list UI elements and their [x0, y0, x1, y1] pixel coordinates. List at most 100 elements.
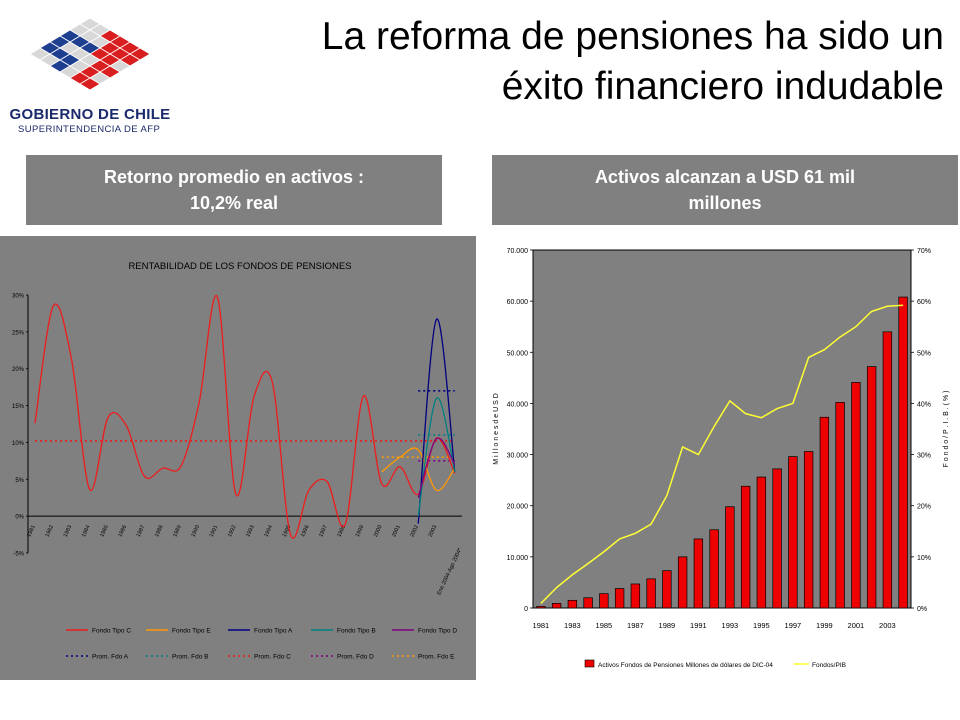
logo-cube — [79, 77, 101, 91]
x-tick-label: 1987 — [627, 621, 644, 630]
y2-tick-label: 40% — [917, 401, 931, 408]
x-tick-label: 1995 — [282, 524, 293, 538]
x-tick-label: 1982 — [44, 524, 55, 538]
assets-summary-line-2: millones — [688, 193, 762, 213]
y-tick-label: 0 — [524, 606, 528, 613]
assets-chart: 0 10.000 20.000 30.000 40.000 50.000 60.000 70.… — [482, 236, 958, 680]
x-tick-label: 1994 — [263, 524, 274, 538]
chart-background — [0, 236, 476, 680]
legend-label: Prom. Fdo B — [172, 654, 208, 661]
return-summary-line-1: Retorno promedio en activos : — [103, 167, 365, 187]
y-tick-label: 25% — [12, 330, 25, 336]
legend-label: Fondo Tipo C — [92, 628, 131, 635]
return-summary-box: Retorno promedio en activos : 10,2% real — [26, 155, 442, 225]
x-tick-label: 2003 — [879, 621, 896, 630]
asset-bar — [803, 451, 814, 609]
asset-bar — [725, 506, 735, 609]
y-tick-label: 70.000 — [507, 248, 529, 255]
title-line-1: La reforma de pensiones ha sido un — [321, 15, 944, 58]
legend-label: Fondo Tipo D — [418, 628, 457, 635]
x-tick-label: 1993 — [722, 621, 739, 630]
asset-bar — [693, 538, 704, 609]
logo-subtitle: SUPERINTENDENCIA DE AFP — [18, 124, 161, 135]
x-tick-label: 1999 — [355, 524, 366, 538]
asset-bar — [630, 583, 641, 609]
asset-bar — [551, 603, 562, 609]
assets-summary-box: Activos alcanzan a USD 61 mil millones — [492, 155, 958, 225]
y2-tick-label: 50% — [917, 350, 931, 357]
asset-bar — [536, 606, 546, 609]
x-tick-label: 2001 — [391, 524, 402, 538]
x-tick-label: 1997 — [785, 621, 802, 630]
x-tick-label: 1991 — [690, 621, 707, 630]
page-title: La reforma de pensiones ha sido un éxito… — [184, 12, 944, 112]
x-tick-label: 1983 — [564, 621, 581, 630]
x-tick-label: 2001 — [848, 621, 865, 630]
asset-bar — [819, 416, 830, 609]
legend-label: Fondo Tipo E — [172, 628, 211, 635]
y2-tick-label: 10% — [917, 555, 931, 562]
x-tick-label: 2002 — [409, 524, 420, 538]
asset-bar — [756, 476, 767, 609]
y-tick-label: 30% — [12, 294, 25, 300]
series-line — [381, 447, 456, 492]
asset-bar — [835, 402, 845, 609]
assets-summary-line-1: Activos alcanzan a USD 61 mil — [594, 167, 856, 187]
y2-tick-label: 20% — [917, 504, 931, 511]
asset-bar — [567, 599, 578, 609]
x-tick-label: 1985 — [99, 524, 110, 538]
legend-label: Prom. Fdo C — [254, 654, 291, 661]
legend-label: Prom. Fdo A — [92, 654, 129, 661]
y-tick-label: 50.000 — [507, 350, 529, 357]
y-tick-label: 20.000 — [507, 504, 529, 511]
x-tick-label: 1984 — [81, 524, 92, 538]
x-tick-label: 1986 — [117, 524, 128, 538]
legend-label-pib: Fondos/PIB — [812, 662, 846, 669]
x-tick-label: 1997 — [318, 524, 329, 538]
asset-bar — [740, 485, 751, 609]
series-line — [417, 437, 456, 498]
y-tick-label: -5% — [13, 552, 24, 558]
asset-bar — [677, 556, 688, 609]
y-axis-label: M i l l o n e s d e U S D — [493, 393, 500, 465]
legend-label-bars: Activos Fondos de Pensiones Millones de … — [598, 662, 773, 669]
x-tick-label: 1998 — [336, 524, 347, 538]
asset-bar — [788, 456, 798, 609]
x-tick-label: 1999 — [816, 621, 833, 630]
x-tick-label: 1987 — [136, 524, 147, 538]
y-tick-label: 0% — [15, 515, 24, 521]
x-tick-label: 1983 — [63, 524, 74, 538]
y2-axis-label: F o n d o / P . I . B . ( % ) — [943, 391, 950, 468]
asset-bar — [614, 588, 625, 609]
pib-line — [540, 304, 904, 604]
y-tick-label: 10.000 — [507, 555, 529, 562]
y-tick-label: 5% — [15, 478, 24, 484]
logo-cubes-icon — [29, 17, 151, 91]
x-tick-label: 1988 — [154, 524, 165, 538]
asset-bar — [851, 382, 861, 609]
asset-bar — [709, 529, 719, 609]
asset-bar — [646, 578, 656, 609]
series-line — [417, 318, 456, 524]
x-tick-label: 1985 — [596, 621, 613, 630]
returns-chart-panel: RENTABILIDAD DE LOS FONDOS DE PENSIONES -… — [0, 236, 476, 680]
y-tick-label: 40.000 — [507, 401, 529, 408]
title-line-2: éxito financiero indudable — [501, 65, 944, 108]
assets-chart-panel: 0 10.000 20.000 30.000 40.000 50.000 60.000 70.… — [482, 236, 958, 680]
x-tick-label: 1981 — [26, 524, 37, 538]
asset-bar — [772, 468, 782, 609]
asset-bar — [898, 296, 908, 609]
legend-swatch-bars — [584, 659, 595, 668]
y2-tick-label: 30% — [917, 453, 931, 460]
x-tick-label: 1995 — [753, 621, 770, 630]
y-tick-label: 30.000 — [507, 453, 529, 460]
x-tick-label: 1989 — [172, 524, 183, 538]
y-tick-label: 15% — [12, 404, 25, 410]
return-summary-line-2: 10,2% real — [189, 193, 279, 213]
x-tick-label: 1993 — [245, 524, 256, 538]
y-tick-label: 10% — [12, 441, 25, 447]
legend-label: Prom. Fdo D — [337, 654, 374, 661]
asset-bar — [662, 570, 672, 609]
gobierno-logo: GOBIERNO DE CHILE SUPERINTENDENCIA DE AF… — [4, 8, 176, 135]
legend-label: Fondo Tipo B — [337, 628, 376, 635]
